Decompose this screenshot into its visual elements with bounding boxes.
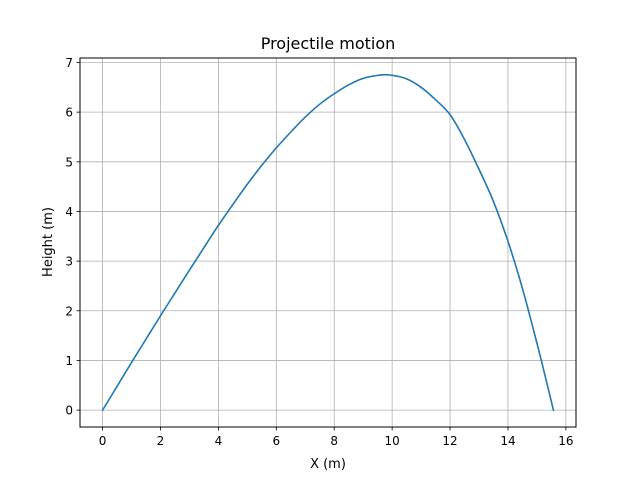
y-tick-label: 0 <box>65 404 73 418</box>
y-tick-label: 3 <box>65 255 73 269</box>
y-tick-label: 6 <box>65 106 73 120</box>
x-tick-label: 10 <box>384 434 399 448</box>
y-tick-label: 2 <box>65 304 73 318</box>
trajectory-line <box>101 73 555 412</box>
x-tick-label: 6 <box>272 434 280 448</box>
y-tick-label: 7 <box>65 56 73 70</box>
x-tick-label: 0 <box>99 434 107 448</box>
series-layer <box>101 73 555 412</box>
x-tick-label: 14 <box>500 434 515 448</box>
x-tick-label: 4 <box>215 434 223 448</box>
x-axis-label: X (m) <box>310 457 346 472</box>
x-tick-label: 8 <box>330 434 338 448</box>
grid-lines <box>80 58 576 427</box>
plot-frame <box>79 57 577 428</box>
y-tick-label: 1 <box>65 354 73 368</box>
x-tick-label: 16 <box>558 434 573 448</box>
y-tick-label: 4 <box>65 205 73 219</box>
x-axis-ticks: 0 2 4 6 8 10 12 14 16 <box>99 427 574 448</box>
y-tick-label: 5 <box>65 155 73 169</box>
x-tick-label: 2 <box>157 434 165 448</box>
y-axis-ticks: 0 1 2 3 4 5 6 7 <box>65 56 80 418</box>
plot-area <box>80 58 576 427</box>
x-tick-label: 12 <box>442 434 457 448</box>
chart-title: Projectile motion <box>261 34 396 53</box>
y-axis-label: Height (m) <box>41 207 56 277</box>
